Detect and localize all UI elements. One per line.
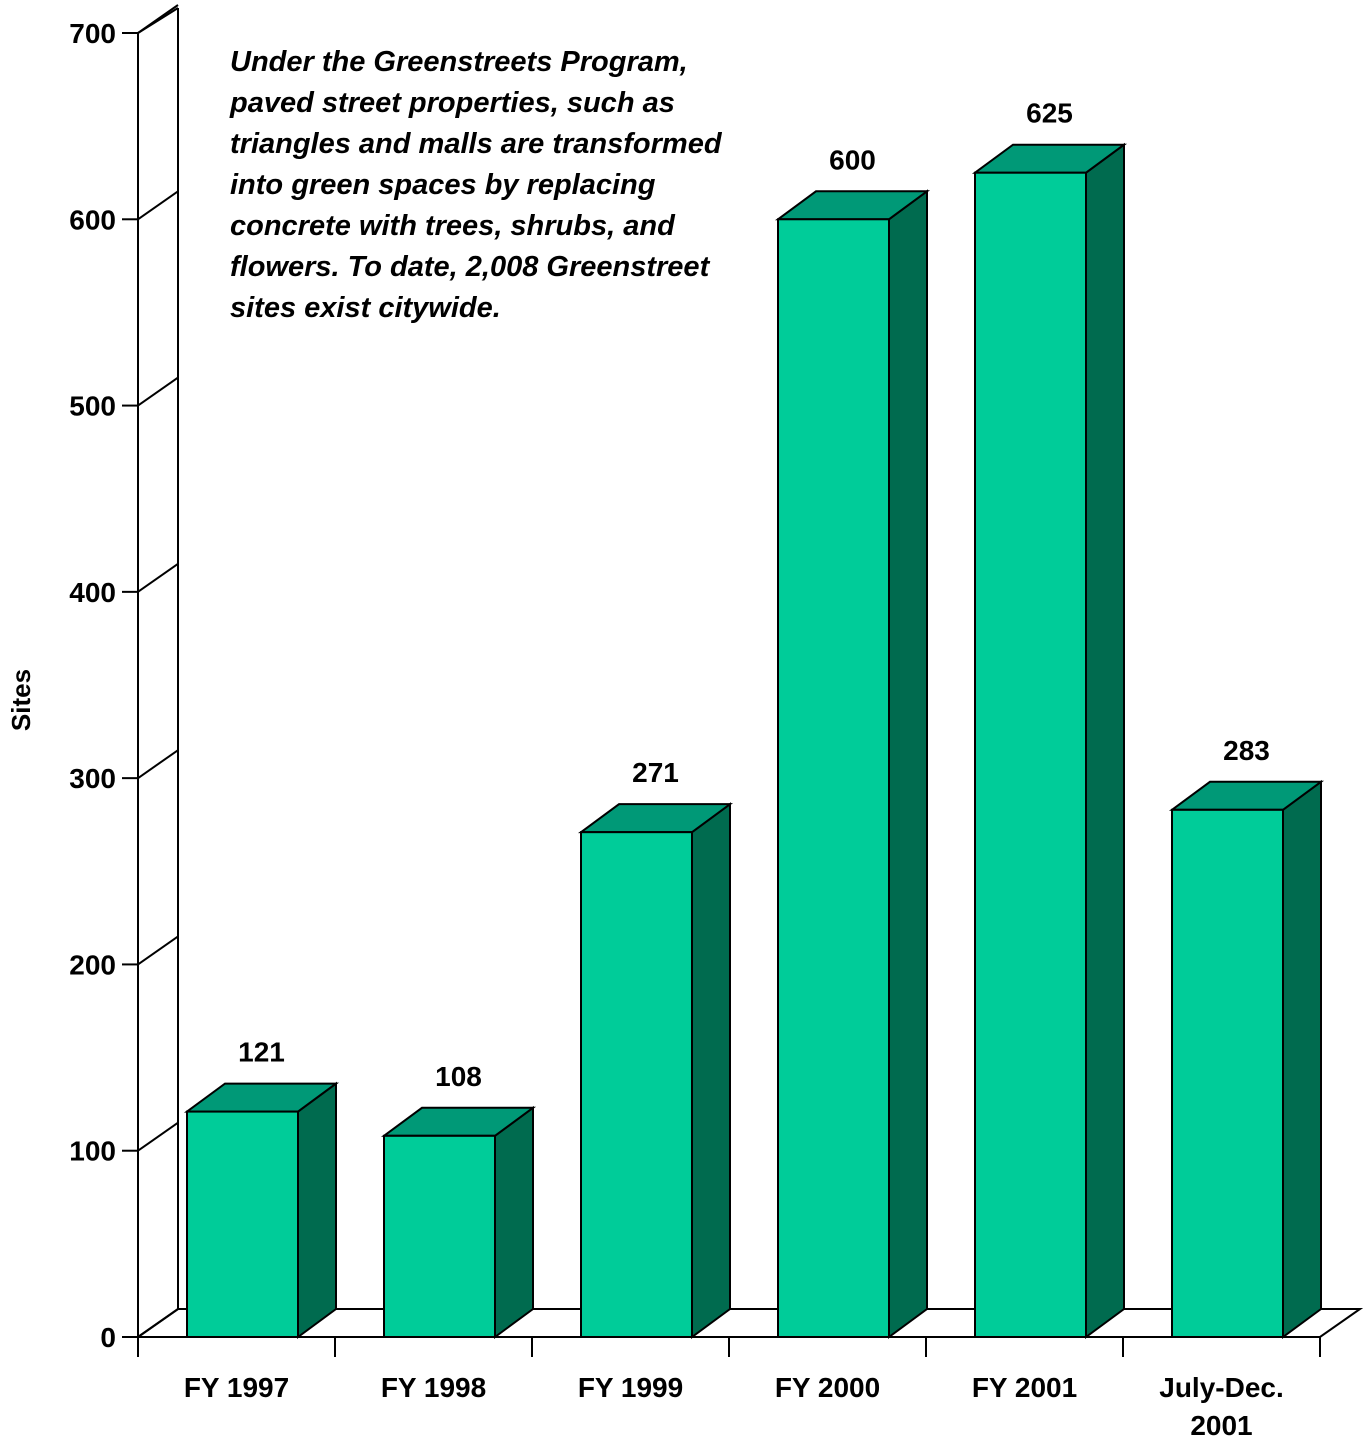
data-label: 600 <box>829 144 876 175</box>
x-tick-label: FY 1999 <box>578 1372 683 1403</box>
x-tick-label: FY 2001 <box>972 1372 1077 1403</box>
y-tick-label: 0 <box>100 1322 116 1353</box>
y-tick-diagonal <box>137 935 179 966</box>
y-tick-label: 400 <box>69 577 116 608</box>
x-tick-label: July-Dec. <box>1159 1372 1284 1403</box>
x-tick-label: 2001 <box>1190 1410 1252 1441</box>
bar <box>186 1110 299 1338</box>
y-tick-label: 300 <box>69 763 116 794</box>
y-tick-label: 200 <box>69 949 116 980</box>
y-tick-label: 600 <box>69 204 116 235</box>
y-tick-label: 500 <box>69 391 116 422</box>
bar <box>974 171 1087 1339</box>
bar-side <box>691 802 731 1339</box>
data-label: 283 <box>1223 735 1270 766</box>
bar-side <box>494 1105 534 1339</box>
y-tick-label: 700 <box>69 18 116 49</box>
y-tick-diagonal <box>137 1308 179 1338</box>
y-tick-diagonal <box>137 1121 179 1152</box>
bar <box>1171 808 1284 1338</box>
bar-side <box>888 189 928 1339</box>
bar-side <box>1282 779 1322 1339</box>
x-tick-label: FY 2000 <box>775 1372 880 1403</box>
data-label: 271 <box>632 757 679 788</box>
x-tick-label: FY 1998 <box>381 1372 486 1403</box>
bar-side <box>297 1081 337 1339</box>
y-tick-diagonal <box>137 563 179 593</box>
chart-annotation: Under the Greenstreets Program, paved st… <box>230 46 722 324</box>
bar <box>580 831 693 1338</box>
y-tick-label: 100 <box>69 1136 116 1167</box>
y-tick-diagonal <box>137 4 179 34</box>
y-tick-diagonal <box>137 190 179 221</box>
x-tick-label: FY 1997 <box>184 1372 289 1403</box>
y-tick-diagonal <box>137 749 179 779</box>
data-label: 108 <box>435 1061 482 1092</box>
y-tick-diagonal <box>137 376 179 407</box>
data-label: 625 <box>1026 98 1073 129</box>
bar-side <box>1085 142 1125 1339</box>
data-label: 121 <box>238 1037 285 1068</box>
y-axis-label: Sites <box>6 669 36 731</box>
bar <box>777 218 890 1338</box>
bar <box>383 1134 496 1338</box>
